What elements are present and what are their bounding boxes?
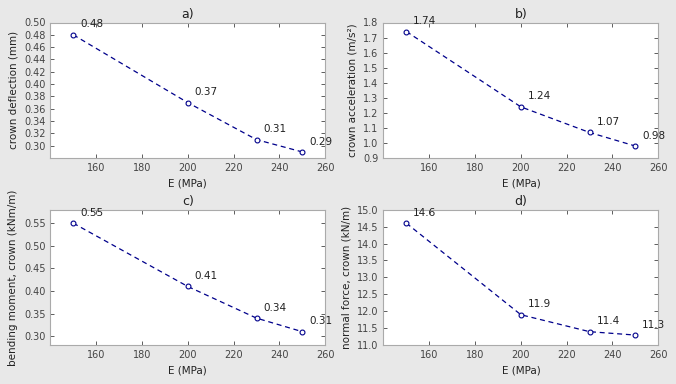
Text: 1.07: 1.07 (596, 117, 620, 127)
Text: 11.9: 11.9 (528, 299, 551, 310)
Y-axis label: crown deflection (mm): crown deflection (mm) (9, 31, 18, 149)
Text: 0.48: 0.48 (80, 20, 103, 30)
Text: 11.3: 11.3 (642, 319, 666, 329)
Text: 11.4: 11.4 (596, 316, 620, 326)
Text: 0.31: 0.31 (264, 124, 287, 134)
Text: 0.41: 0.41 (195, 271, 218, 281)
Text: 0.98: 0.98 (642, 131, 665, 141)
Y-axis label: crown acceleration (m/s²): crown acceleration (m/s²) (347, 23, 358, 157)
Title: c): c) (182, 195, 194, 209)
Text: 0.34: 0.34 (264, 303, 287, 313)
X-axis label: E (MPa): E (MPa) (502, 366, 540, 376)
Text: 14.6: 14.6 (413, 208, 437, 218)
Text: 0.29: 0.29 (309, 137, 333, 147)
Text: 0.31: 0.31 (309, 316, 333, 326)
Y-axis label: bending moment, crown (kNm/m): bending moment, crown (kNm/m) (8, 189, 18, 366)
Text: 0.55: 0.55 (80, 208, 103, 218)
Y-axis label: normal force, crown (kN/m): normal force, crown (kN/m) (341, 206, 352, 349)
X-axis label: E (MPa): E (MPa) (502, 179, 540, 189)
Title: d): d) (514, 195, 527, 209)
Text: 0.37: 0.37 (195, 87, 218, 97)
Text: 1.74: 1.74 (413, 16, 437, 26)
Text: 1.24: 1.24 (528, 91, 551, 101)
Title: a): a) (181, 8, 194, 22)
X-axis label: E (MPa): E (MPa) (168, 179, 207, 189)
X-axis label: E (MPa): E (MPa) (168, 366, 207, 376)
Title: b): b) (514, 8, 527, 22)
